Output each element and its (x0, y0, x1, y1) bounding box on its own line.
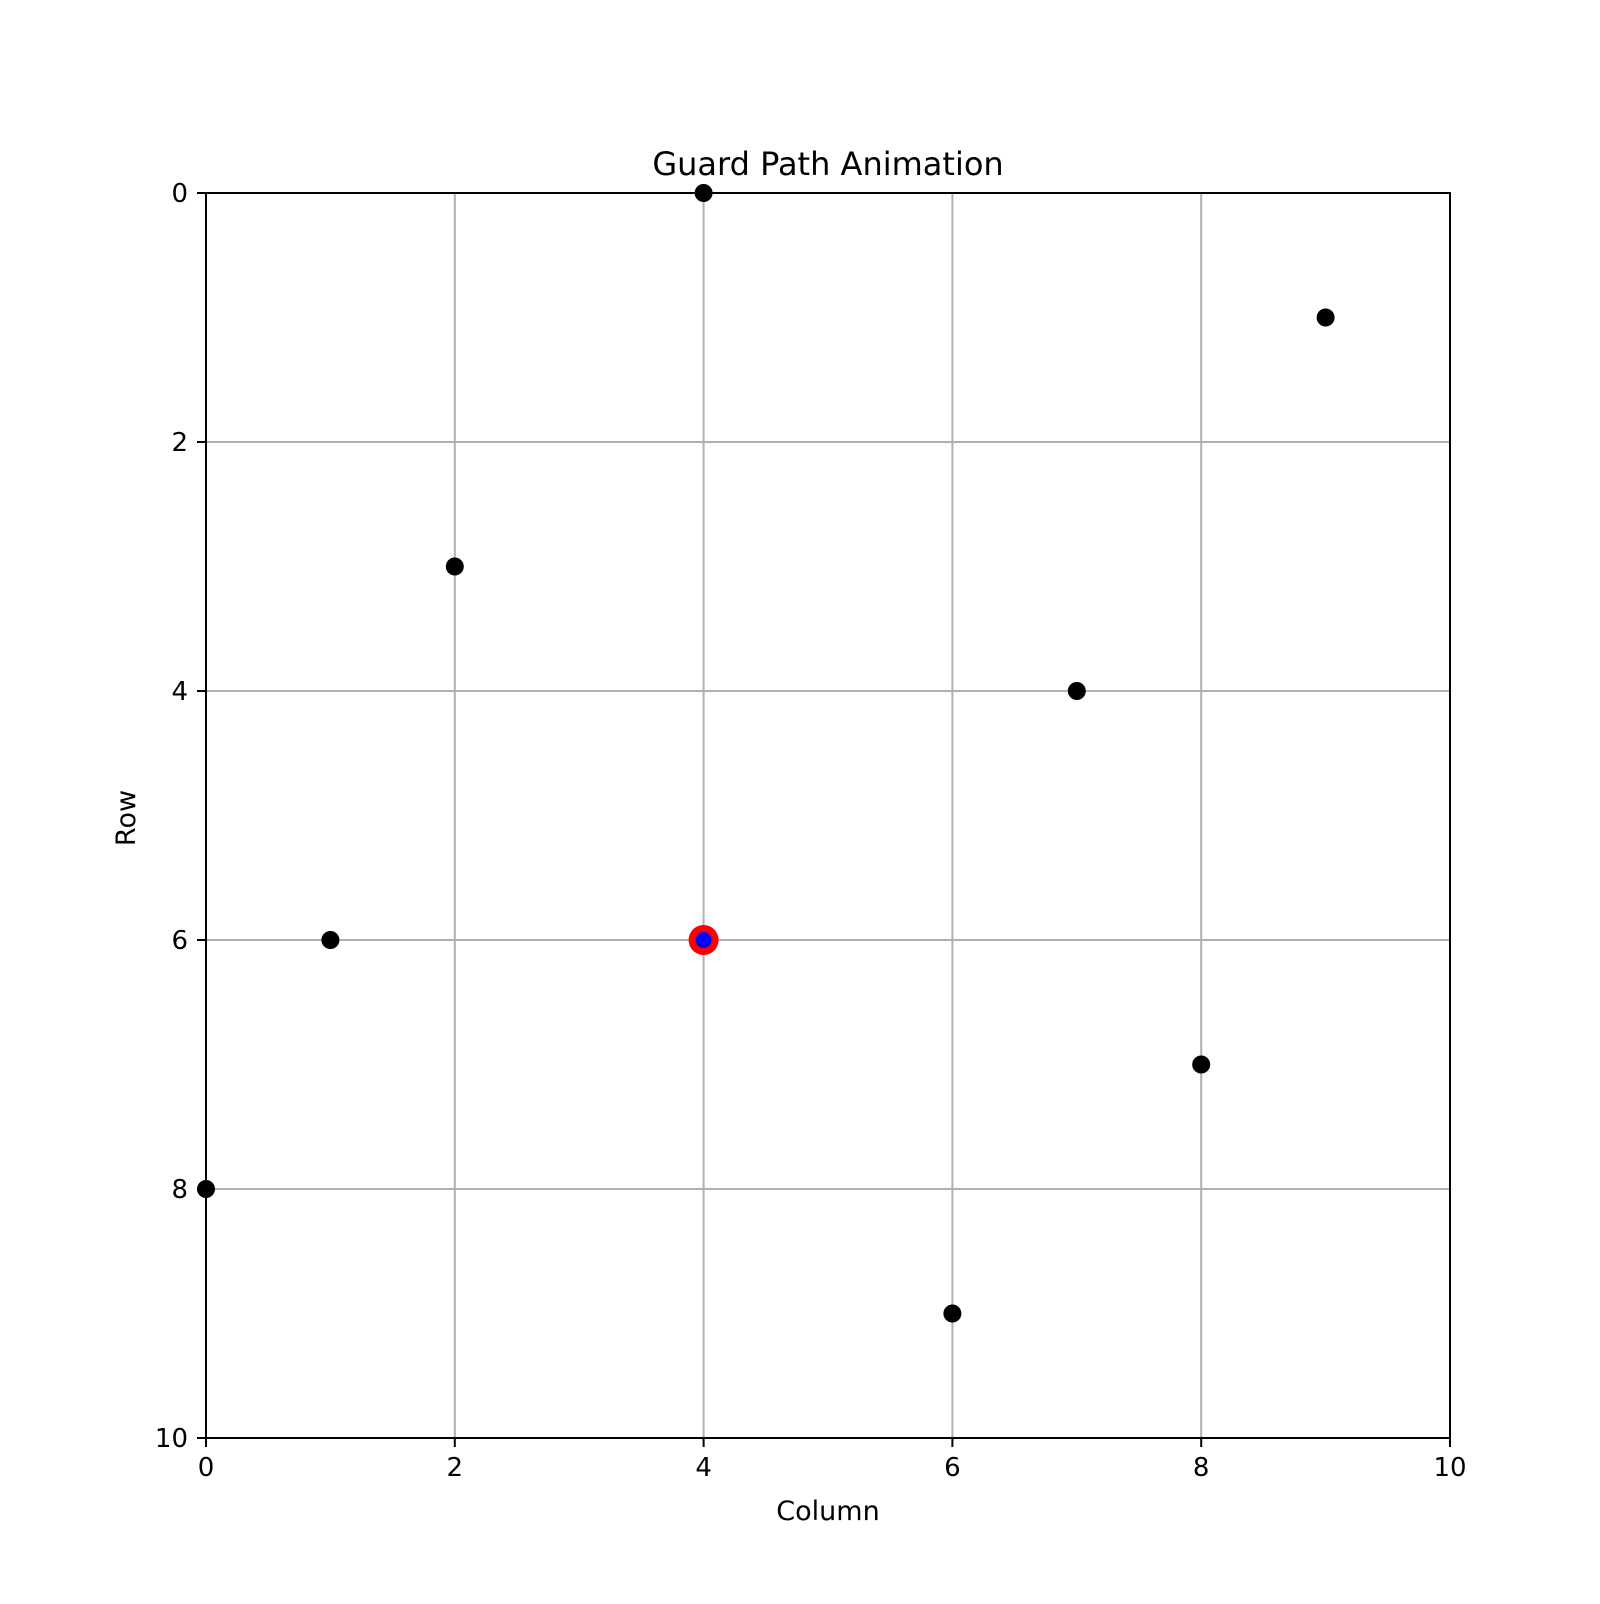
y-tick-label: 2 (171, 428, 188, 458)
y-tick-label: 6 (171, 926, 188, 956)
x-tick-label: 0 (198, 1453, 215, 1483)
x-tick-label: 4 (695, 1453, 712, 1483)
y-tick-label: 8 (171, 1175, 188, 1205)
obstacles-point (446, 558, 464, 576)
guard-current-point (696, 932, 712, 948)
x-tick-label: 8 (1193, 1453, 1210, 1483)
obstacles-point (1317, 309, 1335, 327)
y-axis-label: Row (111, 790, 142, 846)
obstacles-point (1068, 682, 1086, 700)
y-tick-label: 0 (171, 179, 188, 209)
x-tick-label: 2 (447, 1453, 464, 1483)
x-tick-label: 6 (944, 1453, 961, 1483)
obstacles-point (1192, 1056, 1210, 1074)
chart-title: Guard Path Animation (652, 145, 1003, 183)
x-axis-label: Column (776, 1496, 879, 1527)
y-tick-label: 10 (155, 1424, 188, 1454)
obstacles-point (943, 1305, 961, 1323)
obstacles-point (321, 931, 339, 949)
plot-background (206, 193, 1450, 1438)
x-tick-label: 10 (1433, 1453, 1466, 1483)
y-tick-label: 4 (171, 677, 188, 707)
